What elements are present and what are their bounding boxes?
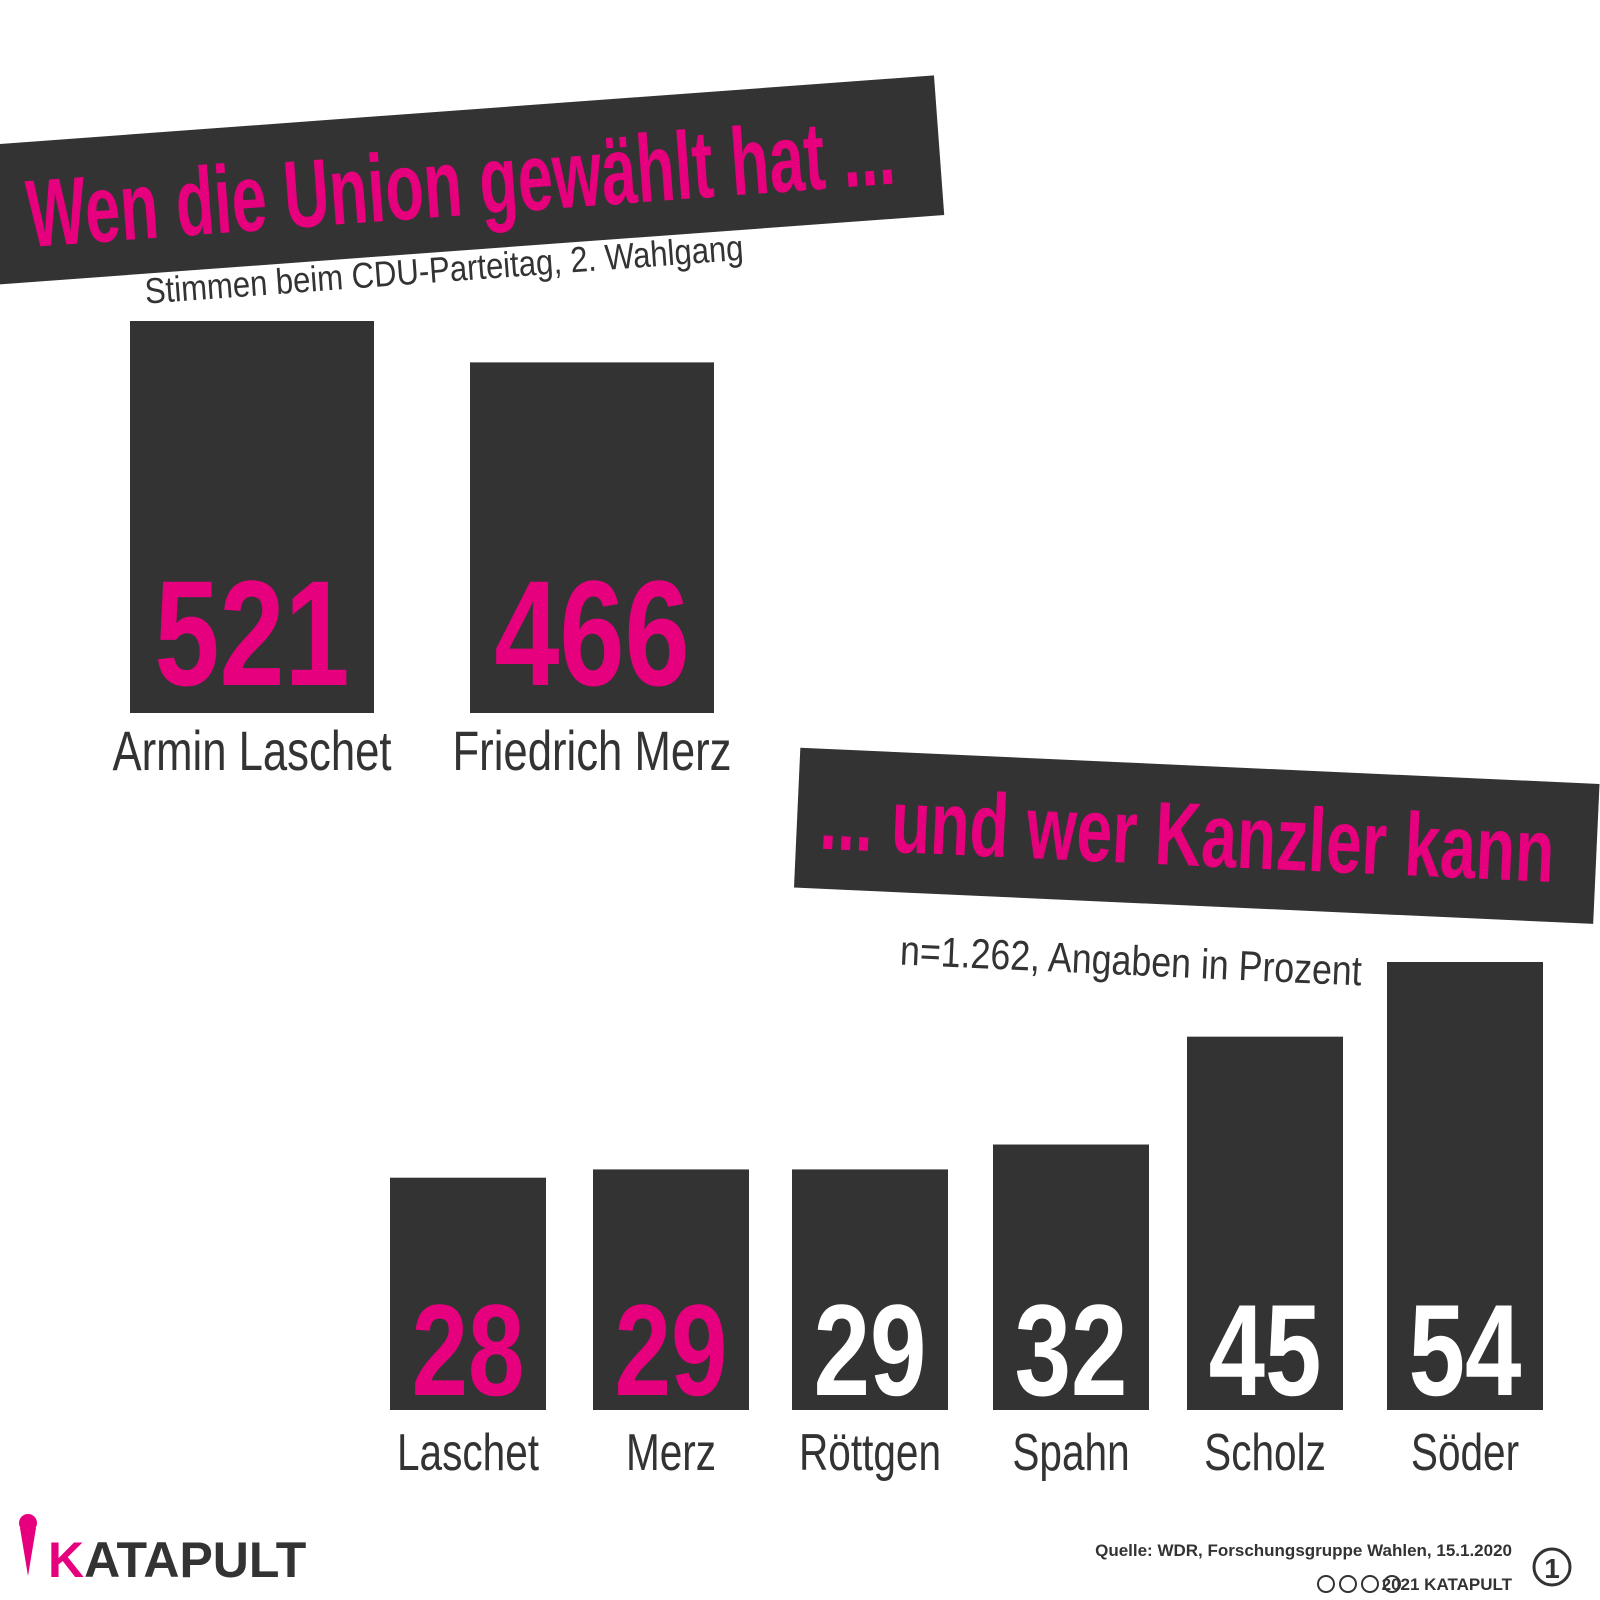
- category-label: Scholz: [1204, 1423, 1326, 1481]
- category-label: Söder: [1411, 1423, 1519, 1481]
- category-label: Friedrich Merz: [452, 720, 731, 782]
- logo-rest: ATAPULT: [84, 1532, 306, 1588]
- copyright: 2021 KATAPULT: [1382, 1575, 1513, 1594]
- page-number: 1: [1544, 1553, 1560, 1584]
- page-circle: [1532, 1547, 1572, 1587]
- bar: [993, 1144, 1149, 1410]
- source: Quelle: WDR, Forschungsgruppe Wahlen, 15…: [1095, 1541, 1512, 1560]
- bar: [792, 1169, 948, 1410]
- bar: [593, 1169, 749, 1410]
- value-label: 29: [615, 1277, 728, 1423]
- bar: [130, 321, 374, 713]
- banner: [0, 75, 945, 286]
- value-label: 32: [1015, 1277, 1128, 1423]
- value-label: 466: [494, 549, 689, 717]
- title-banner-2: ... und wer Kanzler kann: [793, 747, 1600, 924]
- value-label: 521: [154, 549, 349, 717]
- category-label: Röttgen: [799, 1423, 941, 1481]
- license-icons: [1317, 1575, 1401, 1593]
- bar: [470, 362, 714, 713]
- category-label: Spahn: [1012, 1423, 1129, 1481]
- logo-icon: [20, 1528, 36, 1576]
- category-label: Armin Laschet: [112, 720, 391, 782]
- value-label: 54: [1409, 1277, 1522, 1423]
- bar: [1187, 1036, 1343, 1410]
- value-label: 29: [814, 1277, 927, 1423]
- logo-k: K: [48, 1532, 84, 1588]
- logo: KATAPULT: [19, 1514, 306, 1588]
- banner: [793, 747, 1600, 924]
- value-label: 45: [1209, 1277, 1322, 1423]
- bar: [390, 1177, 546, 1410]
- bar: [1387, 962, 1543, 1410]
- value-label: 28: [412, 1277, 525, 1423]
- category-label: Merz: [626, 1423, 716, 1481]
- category-label: Laschet: [397, 1423, 539, 1481]
- logo-icon: [19, 1514, 37, 1532]
- logo-text: KATAPULT: [48, 1532, 306, 1588]
